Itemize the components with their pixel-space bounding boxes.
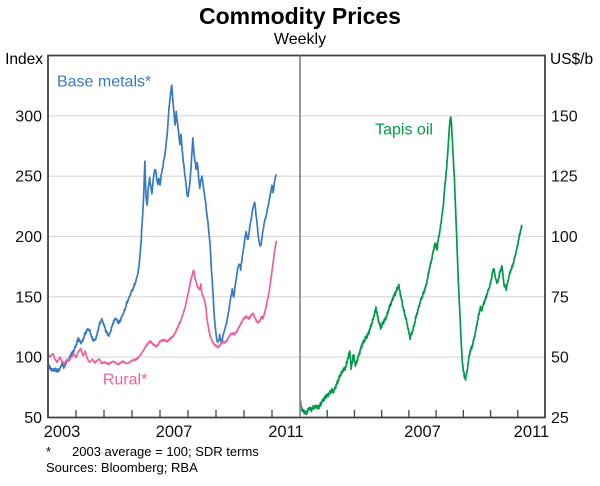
x-axis-year-label: 2003 (44, 423, 81, 441)
series-label-rural: Rural* (103, 371, 147, 388)
x-axis-year-label: 2007 (404, 423, 441, 441)
x-axis-year-label: 2011 (514, 423, 549, 441)
footnote-text: 2003 average = 100; SDR terms (72, 444, 259, 459)
y-axis-label: 50 (24, 410, 42, 427)
series-line-rural (48, 240, 278, 366)
y-axis-label: 150 (15, 289, 42, 306)
x-axis-year-label: 2011 (268, 423, 303, 441)
x-axis-year-label: 2007 (156, 423, 193, 441)
y-axis-label: 100 (551, 229, 578, 246)
series-lines (48, 84, 523, 416)
y-axis-label: 250 (15, 169, 42, 186)
y-axis-label: 200 (15, 229, 42, 246)
footnote-marker: * (46, 444, 52, 459)
y-axis-label: 50 (551, 350, 569, 367)
chart-title: Commodity Prices (199, 3, 401, 29)
plot-border (47, 54, 546, 419)
y-axis-label: 100 (15, 350, 42, 367)
y-axis-label: 75 (551, 289, 569, 306)
right-axis-unit-label: US$/b (550, 51, 594, 68)
series-line-tapis-oil (300, 116, 523, 416)
footnote: * 2003 average = 100; SDR terms (46, 444, 259, 459)
axis-ticks (75, 410, 519, 417)
left-axis-unit-label: Index (5, 51, 43, 68)
y-axis-label: 300 (15, 108, 42, 125)
plot-borders (47, 54, 546, 419)
chart-subtitle: Weekly (273, 31, 327, 48)
series-line-base-metals (48, 84, 278, 373)
series-label-tapis-oil: Tapis oil (375, 122, 433, 139)
gridlines (48, 115, 545, 358)
sources-note: Sources: Bloomberg; RBA (46, 460, 198, 475)
y-axis-label: 125 (551, 169, 578, 186)
y-axis-label: 25 (551, 410, 569, 427)
y-axis-label: 150 (551, 108, 578, 125)
series-label-base-metals: Base metals* (57, 73, 151, 90)
